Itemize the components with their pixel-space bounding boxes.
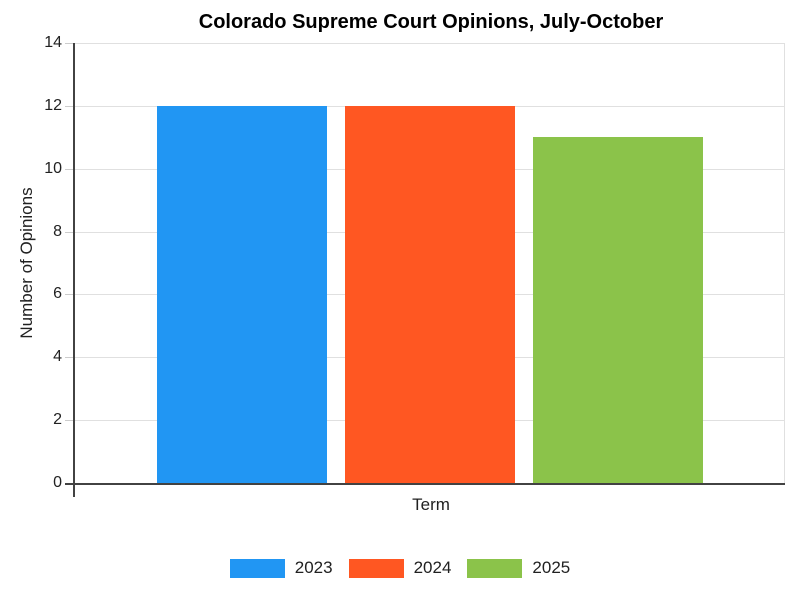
y-tick-label-4: 4 (53, 348, 62, 366)
bar-2024 (345, 105, 515, 483)
legend-item-2023: 2023 (229, 558, 333, 578)
x-axis-line (65, 483, 785, 485)
y-tick-label-0: 0 (53, 474, 62, 491)
plot-right-border (784, 43, 785, 483)
y-axis-line (73, 43, 75, 497)
bar-2025 (533, 137, 703, 483)
y-tick-label-10: 10 (44, 159, 62, 177)
y-tick-mark-4 (65, 357, 74, 359)
y-tick-mark-12 (65, 105, 74, 107)
legend-swatch-2023 (229, 558, 285, 578)
legend-label-2023: 2023 (294, 558, 333, 577)
legend: 2023 2024 2025 (0, 558, 800, 578)
y-tick-labels: 0 2 4 6 8 10 12 14 (0, 34, 62, 491)
y-tick-label-14: 14 (44, 34, 62, 51)
legend-label-2025: 2025 (532, 558, 571, 577)
y-tick-mark-14 (65, 43, 74, 44)
legend-swatch-2025 (467, 558, 523, 578)
y-tick-label-8: 8 (53, 222, 62, 240)
y-tick-mark-8 (65, 231, 74, 233)
y-tick-label-6: 6 (53, 285, 62, 303)
y-tick-mark-2 (65, 420, 74, 422)
bars (75, 43, 785, 483)
y-tick-label-2: 2 (53, 411, 62, 429)
legend-label-2024: 2024 (413, 558, 452, 577)
legend-item-2025: 2025 (467, 558, 570, 578)
y-tick-mark-6 (65, 294, 74, 296)
y-tick-mark-10 (65, 168, 74, 170)
legend-item-2024: 2024 (348, 558, 452, 578)
chart-title: Colorado Supreme Court Opinions, July-Oc… (198, 11, 664, 33)
y-tick-label-12: 12 (44, 96, 62, 114)
gridline-14 (75, 43, 785, 44)
bar-2023 (157, 105, 327, 483)
x-axis-title: Term (412, 495, 450, 514)
legend-swatch-2024 (348, 558, 404, 578)
plot-area (65, 43, 785, 497)
